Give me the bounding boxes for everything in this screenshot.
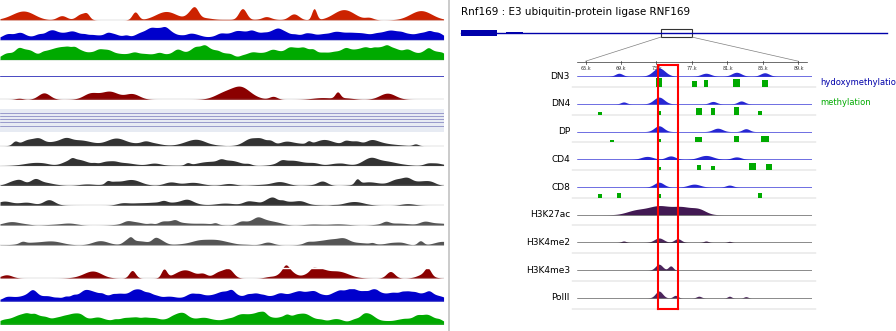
Bar: [599, 194, 602, 198]
Text: DN4: DN4: [551, 99, 570, 108]
Text: DP: DP: [557, 127, 570, 136]
Text: 73.k: 73.k: [651, 66, 662, 71]
Bar: [692, 81, 696, 87]
Bar: [656, 78, 662, 87]
Text: DN3: DN3: [551, 71, 570, 81]
Bar: [733, 79, 740, 87]
Bar: [657, 111, 661, 115]
Bar: [610, 140, 614, 142]
Bar: [758, 193, 762, 198]
Bar: [749, 163, 756, 170]
Bar: [711, 108, 715, 115]
Bar: [0, 109, 444, 132]
Text: hydoxymethylation: hydoxymethylation: [821, 78, 896, 87]
Bar: [766, 164, 772, 170]
Text: Rnf169 : E3 ubiquitin-protein ligase RNF169: Rnf169 : E3 ubiquitin-protein ligase RNF…: [461, 7, 691, 17]
Bar: [696, 108, 702, 115]
Text: 69.k: 69.k: [616, 66, 626, 71]
Bar: [695, 137, 702, 142]
Text: methylation: methylation: [821, 98, 871, 107]
Text: CD4: CD4: [551, 155, 570, 164]
Bar: [734, 136, 739, 142]
Text: CD8: CD8: [551, 182, 570, 192]
Bar: [761, 136, 769, 142]
Text: H3K27ac: H3K27ac: [530, 210, 570, 219]
Text: H3K4me2: H3K4me2: [526, 238, 570, 247]
Bar: [703, 80, 708, 87]
Text: 81.k: 81.k: [722, 66, 733, 71]
Text: PolII: PolII: [552, 293, 570, 303]
Bar: [711, 166, 715, 170]
Text: 77.k: 77.k: [686, 66, 697, 71]
Bar: [661, 29, 692, 37]
Bar: [657, 167, 660, 170]
Text: 89.k: 89.k: [793, 66, 804, 71]
Bar: [758, 111, 762, 115]
Bar: [599, 112, 602, 115]
Text: H3K4me3: H3K4me3: [526, 266, 570, 275]
Bar: [657, 139, 660, 142]
Bar: [734, 107, 739, 115]
Text: 65.k: 65.k: [581, 66, 590, 71]
Bar: [657, 194, 661, 198]
Text: 85.k: 85.k: [758, 66, 768, 71]
Bar: [617, 193, 621, 198]
Bar: [505, 32, 523, 34]
Bar: [461, 30, 496, 36]
Bar: [762, 80, 768, 87]
Bar: [696, 165, 702, 170]
